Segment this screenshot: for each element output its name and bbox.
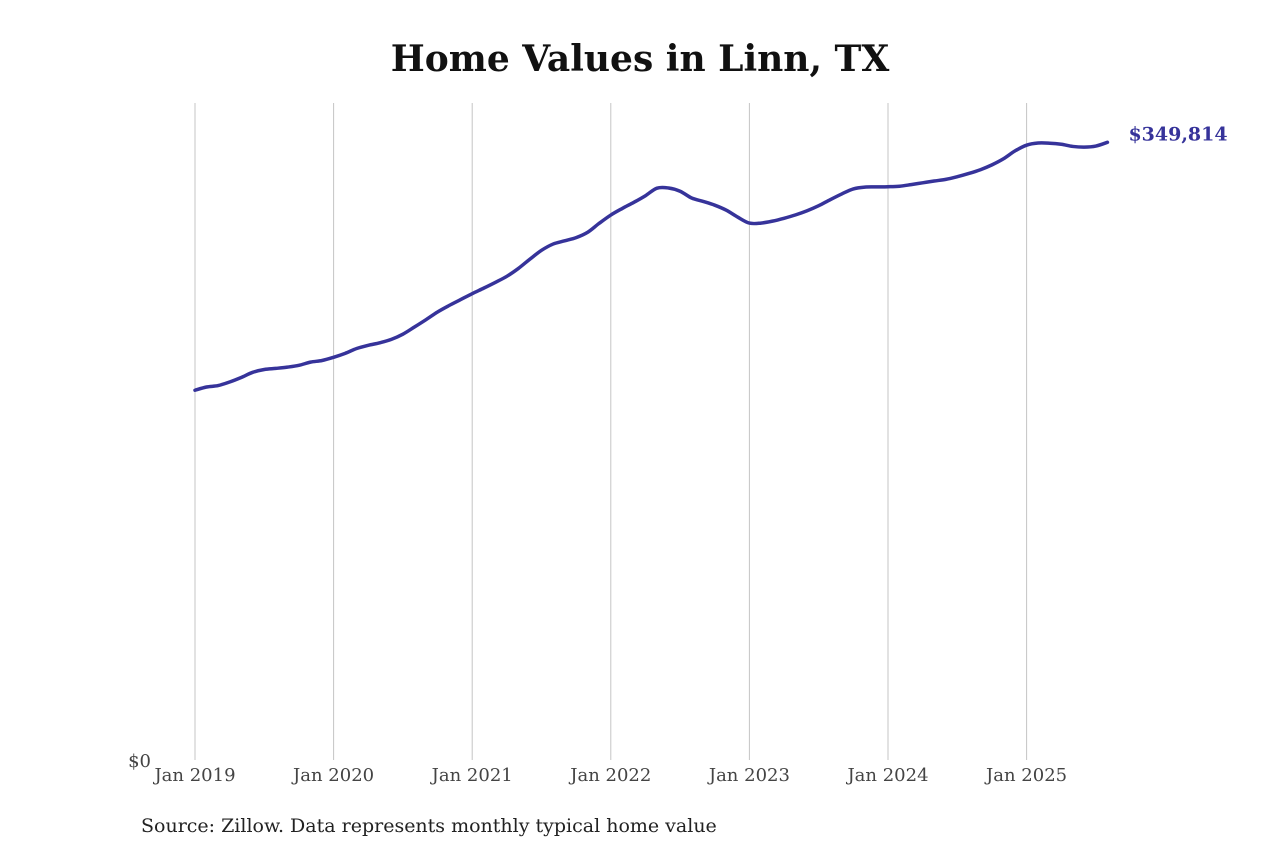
data-point [1037,142,1039,144]
data-point [956,176,958,178]
data-point [529,258,531,260]
data-point [413,326,415,328]
data-point [460,299,462,301]
data-point [367,344,369,346]
data-point [298,364,300,366]
data-point [1003,158,1005,160]
data-point [286,366,288,368]
data-point [702,200,704,202]
data-point [737,216,739,218]
data-point [725,209,727,211]
data-point [760,222,762,224]
data-point [517,267,519,269]
data-point [610,214,612,216]
data-point [321,360,323,362]
data-point [541,249,543,251]
data-point [194,389,196,391]
data-point [552,243,554,245]
data-point [968,172,970,174]
data-point [240,377,242,379]
data-point [494,281,496,283]
data-point [1095,145,1097,147]
data-point [748,222,750,224]
data-point [910,184,912,186]
data-point [333,356,335,358]
data-point [379,342,381,344]
data-point [1072,145,1074,147]
data-point [818,205,820,207]
data-point [806,210,808,212]
chart-title: Home Values in Linn, TX [390,38,890,80]
x-tick-label: Jan 2022 [568,765,651,786]
data-point [506,275,508,277]
data-point [852,188,854,190]
data-point [229,381,231,383]
data-point [691,197,693,199]
data-point [714,204,716,206]
data-point [795,214,797,216]
data-point [344,352,346,354]
data-point [991,164,993,166]
series-line [193,140,1110,392]
data-point [783,217,785,219]
data-point [1026,144,1028,146]
data-point [1106,141,1108,143]
series-layer: $349,814 [193,123,1228,392]
data-point [356,348,358,350]
data-point [656,187,658,189]
data-point [587,231,589,233]
data-point [310,361,312,363]
x-tick-label: Jan 2024 [845,765,928,786]
x-tick-label: Jan 2019 [152,765,235,786]
x-tick-label: Jan 2025 [984,765,1067,786]
data-point [668,187,670,189]
end-value-label: $349,814 [1128,123,1227,145]
data-point [575,237,577,239]
data-point [829,199,831,201]
data-point [564,240,566,242]
data-point [390,338,392,340]
x-tick-label: Jan 2021 [430,765,513,786]
data-point [922,182,924,184]
data-point [1014,150,1016,152]
data-point [945,178,947,180]
data-point [437,311,439,313]
data-point [275,367,277,369]
data-point [598,222,600,224]
x-axis-ticks: Jan 2019 Jan 2020 Jan 2021 Jan 2022 Jan 2023… [152,765,1067,786]
data-point [471,293,473,295]
data-point [875,186,877,188]
grid-lines [194,103,1028,760]
data-point [206,386,208,388]
data-point [841,193,843,195]
data-point [864,186,866,188]
data-point [644,195,646,197]
data-point [899,185,901,187]
x-tick-label: Jan 2020 [291,765,374,786]
data-point [933,180,935,182]
data-point [679,190,681,192]
data-point [772,220,774,222]
data-point [1049,142,1051,144]
source-note: Source: Zillow. Data represents monthly … [141,815,717,837]
data-point [1083,146,1085,148]
x-tick-label: Jan 2023 [707,765,790,786]
data-point [252,371,254,373]
data-point [402,333,404,335]
y-axis-ticks: $0 [128,751,151,772]
data-point [633,201,635,203]
y-tick-label: $0 [128,751,151,772]
data-point [979,169,981,171]
data-point [425,319,427,321]
data-point [263,368,265,370]
data-point [483,287,485,289]
data-point [1060,143,1062,145]
data-point [887,186,889,188]
data-point [448,305,450,307]
data-point [621,207,623,209]
data-point [217,385,219,387]
